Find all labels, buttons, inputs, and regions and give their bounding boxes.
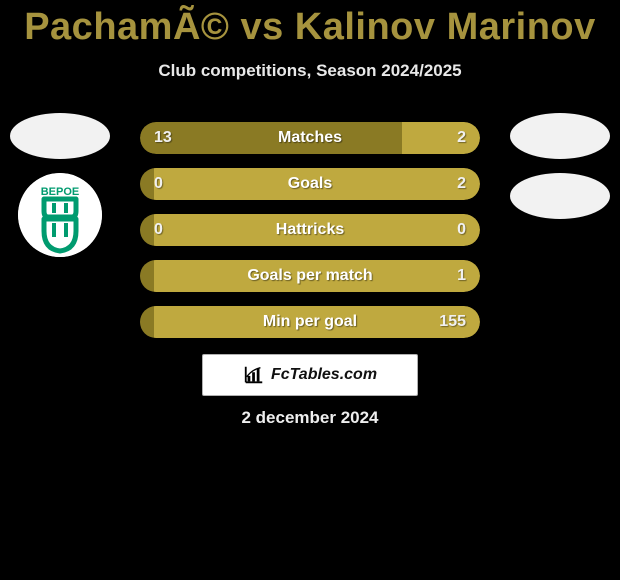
bar-chart-icon [243,364,265,386]
stat-label: Min per goal [263,313,357,331]
stat-label: Goals per match [247,267,372,285]
stat-row: 1 Goals per match [140,260,480,292]
shield-icon: BEPOE [18,173,102,257]
page-subtitle: Club competitions, Season 2024/2025 [0,61,620,81]
footer-date: 2 december 2024 [0,408,620,428]
stat-value-left: 0 [154,175,163,193]
stat-value-right: 0 [457,221,466,239]
stat-row: 13 2 Matches [140,122,480,154]
stat-row: 0 0 Hattricks [140,214,480,246]
team-logo-placeholder [510,113,610,159]
stat-label: Goals [288,175,332,193]
stat-bar-right [402,122,480,154]
stat-row: 0 2 Goals [140,168,480,200]
comparison-bars: 13 2 Matches 0 2 Goals 0 0 Hattricks 1 Goals per m… [140,122,480,338]
stat-bar-left [140,214,154,246]
brand-text: FcTables.com [271,366,377,384]
stat-value-right: 2 [457,175,466,193]
stat-bar-left [140,168,154,200]
stat-value-left: 0 [154,221,163,239]
team-logo-placeholder [510,173,610,219]
stat-label: Matches [278,129,342,147]
stat-row: 155 Min per goal [140,306,480,338]
stat-value-right: 155 [439,313,466,331]
stat-bar-left [140,306,154,338]
team-logo-placeholder [10,113,110,159]
stat-label: Hattricks [276,221,344,239]
page-title: PachamÃ© vs Kalinov Marinov [0,0,620,49]
stat-value-left: 13 [154,129,172,147]
brand-box: FcTables.com [202,354,418,396]
logo-text: BEPOE [41,186,80,198]
stat-value-right: 2 [457,129,466,147]
stat-bar-left [140,122,402,154]
stat-bar-left [140,260,154,292]
right-team-logos [510,113,610,219]
stat-value-right: 1 [457,267,466,285]
left-team-logos: BEPOE [10,113,110,257]
team-logo-beroe: BEPOE [18,173,102,257]
